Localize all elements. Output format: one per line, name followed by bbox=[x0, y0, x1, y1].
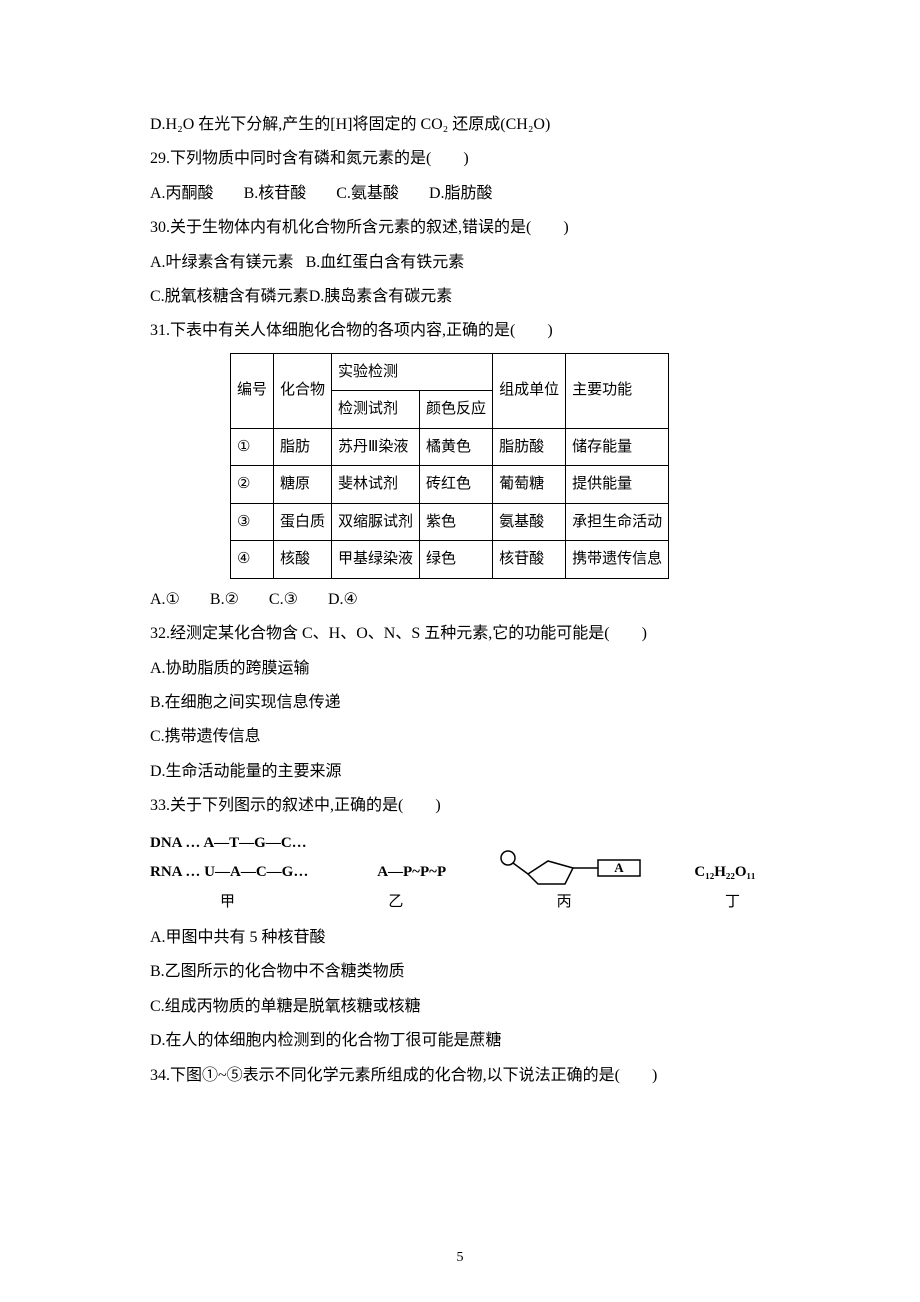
th-func: 主要功能 bbox=[566, 353, 669, 428]
q29-opt-b: B.核苷酸 bbox=[244, 185, 307, 202]
table-row: ④ 核酸 甲基绿染液 绿色 核苷酸 携带遗传信息 bbox=[231, 541, 669, 579]
q33-opt-c: C.组成丙物质的单糖是脱氧核糖或核糖 bbox=[150, 992, 770, 1022]
cell-num: ③ bbox=[231, 503, 274, 541]
th-unit: 组成单位 bbox=[493, 353, 566, 428]
q32-opt-a: A.协助脂质的跨膜运输 bbox=[150, 654, 770, 684]
cell-cmp: 糖原 bbox=[274, 466, 332, 504]
cell-rgt: 斐林试剂 bbox=[332, 466, 420, 504]
cap-yi: 乙 bbox=[388, 888, 403, 917]
q29-options: A.丙酮酸 B.核苷酸 C.氨基酸 D.脂肪酸 bbox=[150, 179, 770, 209]
q29-stem: 29.下列物质中同时含有磷和氮元素的是( ) bbox=[150, 144, 770, 174]
q34-stem: 34.下图①~⑤表示不同化学元素所组成的化合物,以下说法正确的是( ) bbox=[150, 1061, 770, 1091]
cell-rgt: 苏丹Ⅲ染液 bbox=[332, 428, 420, 466]
cell-fn: 承担生命活动 bbox=[566, 503, 669, 541]
q33-figure-captions: 甲 乙 丙 丁 bbox=[220, 888, 740, 917]
q33-fig-ding: C₁₂H₂₂O₁₁ bbox=[680, 858, 770, 887]
q33-fig-jia: DNA … A—T—G—C… RNA … U—A—C—G… bbox=[150, 829, 330, 886]
cell-rgt: 双缩脲试剂 bbox=[332, 503, 420, 541]
q32-opt-c: C.携带遗传信息 bbox=[150, 722, 770, 752]
page-number: 5 bbox=[0, 1245, 920, 1272]
cell-unit: 氨基酸 bbox=[493, 503, 566, 541]
cell-num: ④ bbox=[231, 541, 274, 579]
q33-stem: 33.关于下列图示的叙述中,正确的是( ) bbox=[150, 791, 770, 821]
dna-line: DNA … A—T—G—C… bbox=[150, 829, 330, 858]
th-color: 颜色反应 bbox=[420, 391, 493, 429]
cell-fn: 储存能量 bbox=[566, 428, 669, 466]
cell-cmp: 脂肪 bbox=[274, 428, 332, 466]
q30-cd: C.脱氧核糖含有磷元素D.胰岛素含有碳元素 bbox=[150, 282, 770, 312]
q31-table: 编号 化合物 实验检测 组成单位 主要功能 检测试剂 颜色反应 ① 脂肪 苏丹Ⅲ… bbox=[230, 353, 669, 579]
cell-cmp: 蛋白质 bbox=[274, 503, 332, 541]
cell-unit: 脂肪酸 bbox=[493, 428, 566, 466]
atp-formula: A—P~P~P bbox=[377, 864, 446, 880]
nucleotide-icon: A bbox=[493, 846, 653, 886]
q33-fig-yi: A—P~P~P bbox=[357, 858, 467, 887]
cell-fn: 提供能量 bbox=[566, 466, 669, 504]
th-reagent: 检测试剂 bbox=[332, 391, 420, 429]
q30-opt-d: D.胰岛素含有碳元素 bbox=[309, 288, 453, 305]
cell-rgt: 甲基绿染液 bbox=[332, 541, 420, 579]
cell-clr: 砖红色 bbox=[420, 466, 493, 504]
q31-opt-c: C.③ bbox=[269, 591, 298, 608]
cell-cmp: 核酸 bbox=[274, 541, 332, 579]
cell-clr: 绿色 bbox=[420, 541, 493, 579]
table-row: ① 脂肪 苏丹Ⅲ染液 橘黄色 脂肪酸 储存能量 bbox=[231, 428, 669, 466]
q33-figure-row: DNA … A—T—G—C… RNA … U—A—C—G… A—P~P~P A … bbox=[150, 829, 770, 886]
q29-opt-a: A.丙酮酸 bbox=[150, 185, 214, 202]
q32-stem: 32.经测定某化合物含 C、H、O、N、S 五种元素,它的功能可能是( ) bbox=[150, 619, 770, 649]
cap-jia: 甲 bbox=[220, 888, 235, 917]
q32-opt-d: D.生命活动能量的主要来源 bbox=[150, 757, 770, 787]
q31-opt-d: D.④ bbox=[328, 591, 358, 608]
base-label: A bbox=[615, 860, 625, 875]
table-row: ② 糖原 斐林试剂 砖红色 葡萄糖 提供能量 bbox=[231, 466, 669, 504]
q31-options: A.① B.② C.③ D.④ bbox=[150, 585, 770, 615]
q30-opt-b: B.血红蛋白含有铁元素 bbox=[306, 254, 465, 271]
exam-page: D.H₂O 在光下分解,产生的[H]将固定的 CO₂ 还原成(CH₂O) 29.… bbox=[0, 0, 920, 1302]
q30-opt-a: A.叶绿素含有镁元素 bbox=[150, 254, 294, 271]
q33-opt-a: A.甲图中共有 5 种核苷酸 bbox=[150, 923, 770, 953]
q30-stem: 30.关于生物体内有机化合物所含元素的叙述,错误的是( ) bbox=[150, 213, 770, 243]
cap-ding: 丁 bbox=[725, 888, 740, 917]
q30-ab: A.叶绿素含有镁元素 B.血红蛋白含有铁元素 bbox=[150, 248, 770, 278]
cell-unit: 核苷酸 bbox=[493, 541, 566, 579]
th-num: 编号 bbox=[231, 353, 274, 428]
cell-num: ② bbox=[231, 466, 274, 504]
q31-opt-b: B.② bbox=[210, 591, 239, 608]
q33-opt-b: B.乙图所示的化合物中不含糖类物质 bbox=[150, 957, 770, 987]
sugar-formula: C₁₂H₂₂O₁₁ bbox=[694, 864, 755, 880]
cell-num: ① bbox=[231, 428, 274, 466]
cell-unit: 葡萄糖 bbox=[493, 466, 566, 504]
table-row: ③ 蛋白质 双缩脲试剂 紫色 氨基酸 承担生命活动 bbox=[231, 503, 669, 541]
q32-opt-b: B.在细胞之间实现信息传递 bbox=[150, 688, 770, 718]
cell-fn: 携带遗传信息 bbox=[566, 541, 669, 579]
th-detect: 实验检测 bbox=[332, 353, 493, 391]
cap-bing: 丙 bbox=[557, 888, 572, 917]
table-header-row: 编号 化合物 实验检测 组成单位 主要功能 bbox=[231, 353, 669, 391]
cell-clr: 紫色 bbox=[420, 503, 493, 541]
q30-opt-c: C.脱氧核糖含有磷元素 bbox=[150, 288, 309, 305]
q29-opt-d: D.脂肪酸 bbox=[429, 185, 493, 202]
cell-clr: 橘黄色 bbox=[420, 428, 493, 466]
q29-opt-c: C.氨基酸 bbox=[336, 185, 399, 202]
q31-stem: 31.下表中有关人体细胞化合物的各项内容,正确的是( ) bbox=[150, 316, 770, 346]
q33-opt-d: D.在人的体细胞内检测到的化合物丁很可能是蔗糖 bbox=[150, 1026, 770, 1056]
q33-fig-bing: A bbox=[493, 846, 653, 886]
q31-opt-a: A.① bbox=[150, 591, 180, 608]
q28-option-d: D.H₂O 在光下分解,产生的[H]将固定的 CO₂ 还原成(CH₂O) bbox=[150, 110, 770, 140]
th-compound: 化合物 bbox=[274, 353, 332, 428]
rna-line: RNA … U—A—C—G… bbox=[150, 858, 330, 887]
